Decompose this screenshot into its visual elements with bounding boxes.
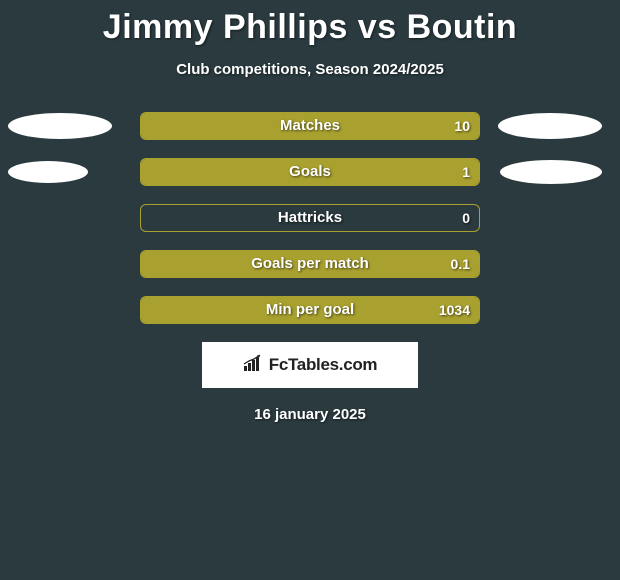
comparison-chart: Matches10 Goals1 Hattricks0 Goals per match… [0, 112, 620, 324]
left-ellipse [8, 161, 88, 183]
stat-row: Matches10 [0, 112, 620, 140]
bar-track [140, 250, 480, 278]
page-title: Jimmy Phillips vs Boutin [0, 0, 620, 47]
stat-row: Min per goal1034 [0, 296, 620, 324]
bar-track [140, 204, 480, 232]
fctables-logo: FcTables.com [202, 342, 418, 388]
logo-text: FcTables.com [269, 355, 378, 375]
stat-row: Goals1 [0, 158, 620, 186]
date-text: 16 january 2025 [0, 406, 620, 423]
bar-track [140, 296, 480, 324]
bar-chart-icon [243, 354, 265, 377]
right-ellipse [500, 160, 602, 184]
left-ellipse [8, 113, 112, 139]
stat-row: Goals per match0.1 [0, 250, 620, 278]
bar-fill [141, 159, 479, 185]
bar-track [140, 158, 480, 186]
bar-fill [141, 297, 479, 323]
bar-track [140, 112, 480, 140]
subtitle: Club competitions, Season 2024/2025 [0, 61, 620, 78]
stat-row: Hattricks0 [0, 204, 620, 232]
bar-fill [141, 113, 479, 139]
right-ellipse [498, 113, 602, 139]
bar-fill [141, 251, 479, 277]
